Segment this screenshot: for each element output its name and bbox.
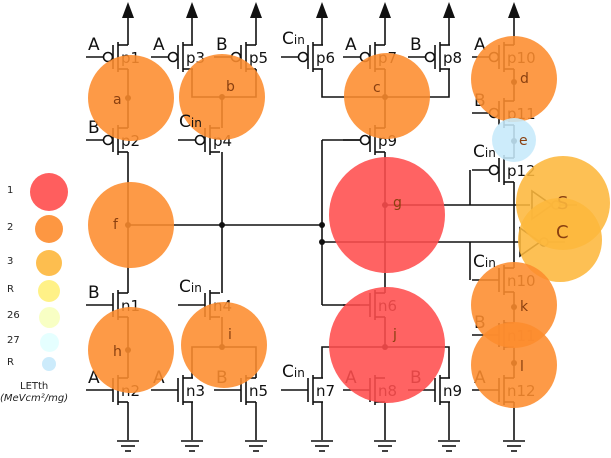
sensitive-node-j <box>329 287 445 403</box>
legend-label: 1 <box>7 185 14 196</box>
legend-swatch <box>38 306 60 328</box>
bubble <box>359 134 371 146</box>
transistor-label: n7 <box>316 382 335 400</box>
sensitive-node-f <box>88 182 174 268</box>
sensitive-node-e <box>492 118 536 162</box>
transistor-p6: p6 <box>281 42 335 72</box>
legend-label: 2 <box>7 222 14 233</box>
input-label: Cin <box>179 277 202 297</box>
input-label: Cin <box>282 29 305 49</box>
legend-item: 1 <box>0 173 80 211</box>
vdd-arrow-icon <box>379 2 391 18</box>
input-label: B <box>88 118 100 138</box>
legend: 1 2 3 R 26 27 R LETth (MeVcm²/mg) <box>0 0 80 458</box>
input-label: A <box>345 35 357 55</box>
legend-item: 26 <box>0 306 80 328</box>
node-label: C <box>556 222 569 243</box>
node-label: e <box>519 133 528 149</box>
bubble <box>102 134 114 146</box>
sensitive-node-a <box>88 55 174 141</box>
transistor-label: n5 <box>249 382 268 400</box>
sensitive-node-k <box>471 262 557 348</box>
vdd-arrow-icon <box>250 2 262 18</box>
transistor-n7: n7 <box>281 375 335 405</box>
sensitive-node-b <box>179 54 265 140</box>
legend-label: 27 <box>7 335 20 346</box>
legend-item: 3 <box>0 250 80 276</box>
transistor-label: p8 <box>443 49 462 67</box>
vdd-arrow-icon <box>186 2 198 18</box>
legend-label: 3 <box>7 256 14 267</box>
ground-icon <box>245 440 267 452</box>
node-label: j <box>392 327 397 343</box>
ground-icon <box>311 440 333 452</box>
legend-swatch <box>36 250 62 276</box>
input-label: B <box>88 283 100 303</box>
sensitive-node-c <box>344 53 430 139</box>
input-label: Cin <box>473 252 496 272</box>
sensitive-node-h <box>88 307 174 393</box>
ground-icon <box>503 440 525 452</box>
ground-icon <box>117 440 139 452</box>
legend-unit: (MeVcm²/mg) <box>0 393 69 404</box>
bubble <box>297 51 309 63</box>
transistor-p8: p8 B <box>408 35 462 72</box>
vdd-arrow-icon <box>316 2 328 18</box>
transistor-label: n9 <box>443 382 462 400</box>
legend-label: R <box>7 284 14 295</box>
legend-swatch <box>42 357 56 371</box>
legend-swatch <box>30 173 68 211</box>
transistor-label: n3 <box>186 382 205 400</box>
ground-icon <box>181 440 203 452</box>
legend-swatch <box>38 280 60 302</box>
bubble <box>194 134 206 146</box>
node-label: l <box>520 359 524 375</box>
sensitive-node-g <box>329 157 445 273</box>
input-label: A <box>153 35 165 55</box>
sensitive-node-d <box>471 36 557 122</box>
input-label: Cin <box>473 142 496 162</box>
bubble <box>424 51 436 63</box>
vdd-arrow-icon <box>122 2 134 18</box>
transistor-p3: p3A <box>151 35 205 72</box>
node-label: a <box>113 92 122 108</box>
transistor-label: p6 <box>316 49 335 67</box>
legend-swatch <box>39 332 59 352</box>
input-label: B <box>216 35 228 55</box>
node-label: g <box>393 195 402 211</box>
legend-item: 2 <box>0 215 80 243</box>
bubble <box>488 164 500 176</box>
input-label: B <box>410 35 422 55</box>
input-label: Cin <box>179 112 202 132</box>
legend-item: R <box>0 356 80 372</box>
vdd-arrow-icon <box>443 2 455 18</box>
node-label: k <box>520 299 529 315</box>
input-label: A <box>88 35 100 55</box>
sensitive-node-l <box>471 322 557 408</box>
node-label: d <box>520 71 529 87</box>
node-label: f <box>113 217 119 233</box>
legend-swatch <box>35 215 63 243</box>
input-label: Cin <box>282 362 305 382</box>
node-label: h <box>113 344 122 360</box>
ground-icon <box>438 440 460 452</box>
legend-label: 26 <box>7 310 20 321</box>
transistor-label: p5 <box>249 49 268 67</box>
ground-icon <box>374 440 396 452</box>
sensitive-node-i <box>181 302 267 388</box>
sensitive-node-C <box>518 198 602 282</box>
legend-label: R <box>7 357 14 368</box>
node-label: c <box>373 80 381 96</box>
bubble <box>167 51 179 63</box>
legend-title: LETth <box>20 381 49 392</box>
vdd-arrow-icon <box>508 2 520 18</box>
node-label: i <box>228 327 232 343</box>
node-label: b <box>226 79 235 95</box>
legend-item: R <box>0 280 80 302</box>
legend-item: 27 <box>0 332 80 352</box>
